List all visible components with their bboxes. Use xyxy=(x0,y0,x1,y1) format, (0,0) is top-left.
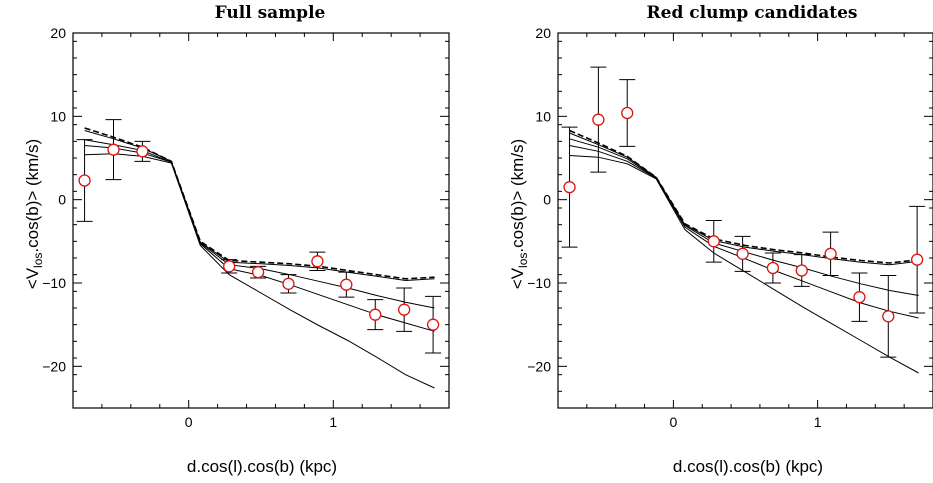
data-point xyxy=(795,264,808,277)
data-point xyxy=(136,145,149,158)
data-point xyxy=(311,255,324,268)
panel-full-sample: Full sample d.cos(l).cos(b) (kpc) <Vlos.… xyxy=(23,3,450,476)
y-tick-label: 10 xyxy=(535,108,551,124)
model-curve xyxy=(569,155,919,374)
data-point xyxy=(369,308,382,321)
x-axis-label: d.cos(l).cos(b) (kpc) xyxy=(187,457,337,476)
y-tick-label: 20 xyxy=(535,25,551,41)
data-point xyxy=(426,318,440,331)
y-tick-label: 0 xyxy=(58,192,66,208)
y-tick-label: −20 xyxy=(527,358,551,374)
data-point xyxy=(853,291,866,304)
model-curve xyxy=(569,145,919,319)
data-point xyxy=(592,113,605,126)
y-tick-label: 20 xyxy=(50,25,66,41)
x-axis-label: d.cos(l).cos(b) (kpc) xyxy=(673,457,823,476)
data-point xyxy=(78,174,91,187)
x-tick-label: 0 xyxy=(185,414,193,430)
model-curve xyxy=(84,139,435,309)
y-axis-label: <Vlos.cos(b)> (km/s) xyxy=(23,139,45,289)
x-tick-label: 0 xyxy=(669,414,677,430)
plot-area: 0 1 −20 −10 0 10 20 xyxy=(527,25,933,430)
data-point xyxy=(910,253,924,266)
data-point xyxy=(223,260,236,273)
data-point xyxy=(766,261,780,275)
data-point xyxy=(621,106,634,120)
x-tick-label: 1 xyxy=(814,414,822,430)
y-tick-label: −10 xyxy=(527,275,551,291)
model-curve xyxy=(84,145,435,332)
y-tick-label: −20 xyxy=(42,358,66,374)
y-axis-label: <Vlos.cos(b)> (km/s) xyxy=(508,139,530,289)
plot-frame xyxy=(72,32,450,409)
data-point xyxy=(707,235,720,248)
model-curve xyxy=(569,132,919,266)
chart-title: Red clump candidates xyxy=(647,3,858,23)
y-tick-label: −10 xyxy=(42,275,66,291)
y-tick-label: 10 xyxy=(50,108,66,124)
data-point xyxy=(282,277,295,290)
data-point xyxy=(340,278,353,291)
y-tick-label: 0 xyxy=(543,192,551,208)
data-point xyxy=(398,303,411,316)
data-point xyxy=(882,310,895,323)
plot-frame xyxy=(557,32,933,409)
model-curve-dashed xyxy=(569,129,919,264)
panel-red-clump: Red clump candidates d.cos(l).cos(b) (kp… xyxy=(508,3,933,476)
data-point xyxy=(251,266,265,279)
x-tick-label: 1 xyxy=(329,414,337,430)
chart-title: Full sample xyxy=(215,3,326,23)
model-curve-dashed xyxy=(84,127,435,280)
data-point xyxy=(736,247,749,260)
data-point xyxy=(563,181,576,194)
data-point xyxy=(107,143,120,156)
data-point xyxy=(824,247,837,260)
plot-area: 0 1 −20 −10 0 10 20 xyxy=(42,25,450,430)
